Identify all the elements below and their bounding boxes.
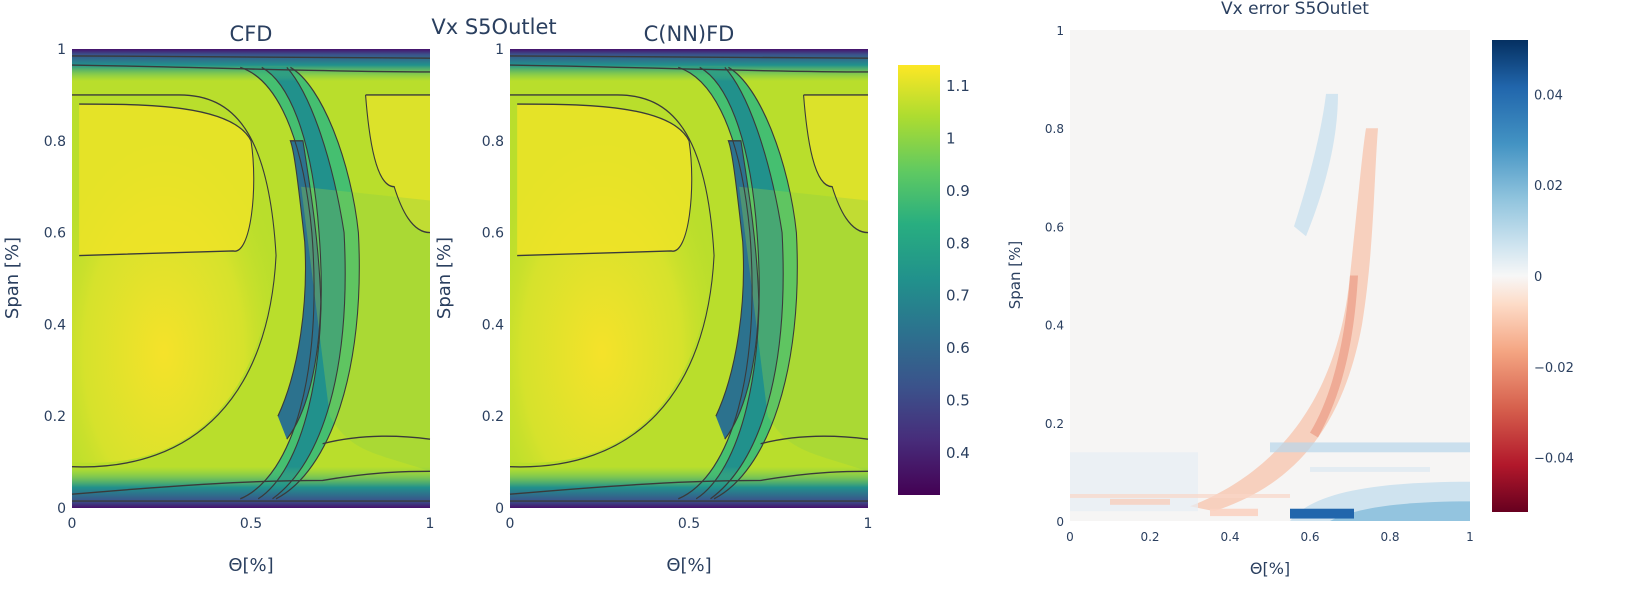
- y-tick-label: 0: [495, 501, 504, 517]
- y-tick-label: 0.6: [482, 226, 504, 242]
- colorbar-error: −0.04 −0.02 0 0.02 0.04: [1492, 40, 1574, 512]
- x-axis-label-cnnfd: Θ[%]: [666, 555, 711, 576]
- y-tick-label: 0.6: [44, 226, 66, 242]
- x-tick-label: 1: [864, 516, 873, 532]
- y-tick-label: 1: [57, 42, 66, 58]
- panel-title-cfd: CFD: [230, 22, 273, 46]
- heatmap-cfd: [71, 48, 431, 509]
- x-axis-label-error: Θ[%]: [1250, 559, 1290, 578]
- x-tick-label: 0.8: [1380, 530, 1399, 544]
- colorbar-tick-label: 0.6: [946, 339, 970, 357]
- x-tick-label: 0: [68, 516, 77, 532]
- heatmap-cnnfd: [509, 48, 869, 509]
- colorbar-tick-label: −0.04: [1534, 452, 1574, 467]
- y-tick-label: 0.4: [1045, 319, 1064, 333]
- y-tick-label: 0: [1056, 515, 1064, 529]
- x-tick-label: 1: [1466, 530, 1474, 544]
- y-axis-label-error: Span [%]: [1006, 241, 1024, 309]
- x-tick-label: 0: [506, 516, 515, 532]
- x-axis-ticks-cfd: 0 0.5 1: [68, 516, 435, 532]
- colorbar-vx: 0.4 0.5 0.6 0.7 0.8 0.9 1 1.1: [898, 65, 970, 495]
- panel-error: Vx error S5Outlet 0 0.2 0.4 0.6 0.8 1 0 0.2 0.4…: [1006, 0, 1474, 578]
- x-tick-label: 0: [1066, 530, 1074, 544]
- y-tick-label: 0.8: [44, 134, 66, 150]
- y-tick-label: 0.2: [482, 409, 504, 425]
- colorbar-tick-label: 0.5: [946, 392, 970, 410]
- x-axis-ticks-cnnfd: 0 0.5 1: [506, 516, 873, 532]
- colorbar-tick-label: 0.02: [1534, 179, 1563, 194]
- x-tick-label: 0.2: [1140, 530, 1159, 544]
- x-tick-label: 0.5: [678, 516, 700, 532]
- colorbar-tick-label: −0.02: [1534, 361, 1574, 376]
- y-tick-label: 1: [1056, 24, 1064, 38]
- colorbar-tick-label: 0.04: [1534, 88, 1563, 103]
- x-tick-label: 1: [426, 516, 435, 532]
- y-tick-label: 1: [495, 42, 504, 58]
- panel-title-cnnfd: C(NN)FD: [644, 22, 735, 46]
- heatmap-error: [1070, 30, 1470, 521]
- colorbar-tick-label: 1.1: [946, 77, 970, 95]
- colorbar-tick-label: 1: [946, 129, 956, 147]
- colorbar-tick-label: 0.9: [946, 182, 970, 200]
- x-axis-ticks-error: 0 0.2 0.4 0.6 0.8 1: [1066, 530, 1474, 544]
- y-tick-label: 0.2: [44, 409, 66, 425]
- colorbar-tick-label: 0.7: [946, 287, 970, 305]
- y-axis-ticks-cnnfd: 0 0.2 0.4 0.6 0.8 1: [482, 42, 504, 517]
- colorbar-tick-label: 0.4: [946, 444, 970, 462]
- colorbar-tick-label: 0: [1534, 270, 1542, 285]
- y-axis-ticks-cfd: 0 0.2 0.4 0.6 0.8 1: [44, 42, 66, 517]
- colorbar-vx-gradient: [898, 65, 940, 495]
- colorbar-error-ticks: −0.04 −0.02 0 0.02 0.04: [1534, 88, 1574, 466]
- panel-title-error: Vx error S5Outlet: [1221, 0, 1369, 19]
- panel-cfd: CFD 0 0.5 1 00.20.40.60.81 Θ[%] Span [%]: [2, 22, 434, 576]
- colorbar-vx-ticks: 0.4 0.5 0.6 0.7 0.8 0.9 1 1.1: [946, 77, 970, 462]
- y-tick-label: 0.4: [482, 317, 504, 333]
- y-tick-label: 0.8: [482, 134, 504, 150]
- y-tick-label: 0.8: [1045, 122, 1064, 136]
- panel-cnnfd: C(NN)FD 0 0.5 1 00.20.40.60.81 Θ[%] Span […: [434, 22, 872, 576]
- figure-title: Vx S5Outlet: [431, 15, 556, 39]
- y-axis-label-cnnfd: Span [%]: [434, 237, 455, 319]
- x-axis-label-cfd: Θ[%]: [228, 555, 273, 576]
- y-tick-label: 0.6: [1045, 220, 1064, 234]
- y-tick-label: 0.4: [44, 317, 66, 333]
- y-tick-label: 0: [57, 501, 66, 517]
- y-tick-label: 0.2: [1045, 417, 1064, 431]
- colorbar-tick-label: 0.8: [946, 234, 970, 252]
- x-tick-label: 0.6: [1300, 530, 1319, 544]
- x-tick-label: 0.5: [240, 516, 262, 532]
- colorbar-error-gradient: [1492, 40, 1528, 512]
- y-axis-ticks-error: 0 0.2 0.4 0.6 0.8 1: [1045, 24, 1064, 529]
- y-axis-label-cfd: Span [%]: [2, 237, 23, 319]
- x-tick-label: 0.4: [1220, 530, 1239, 544]
